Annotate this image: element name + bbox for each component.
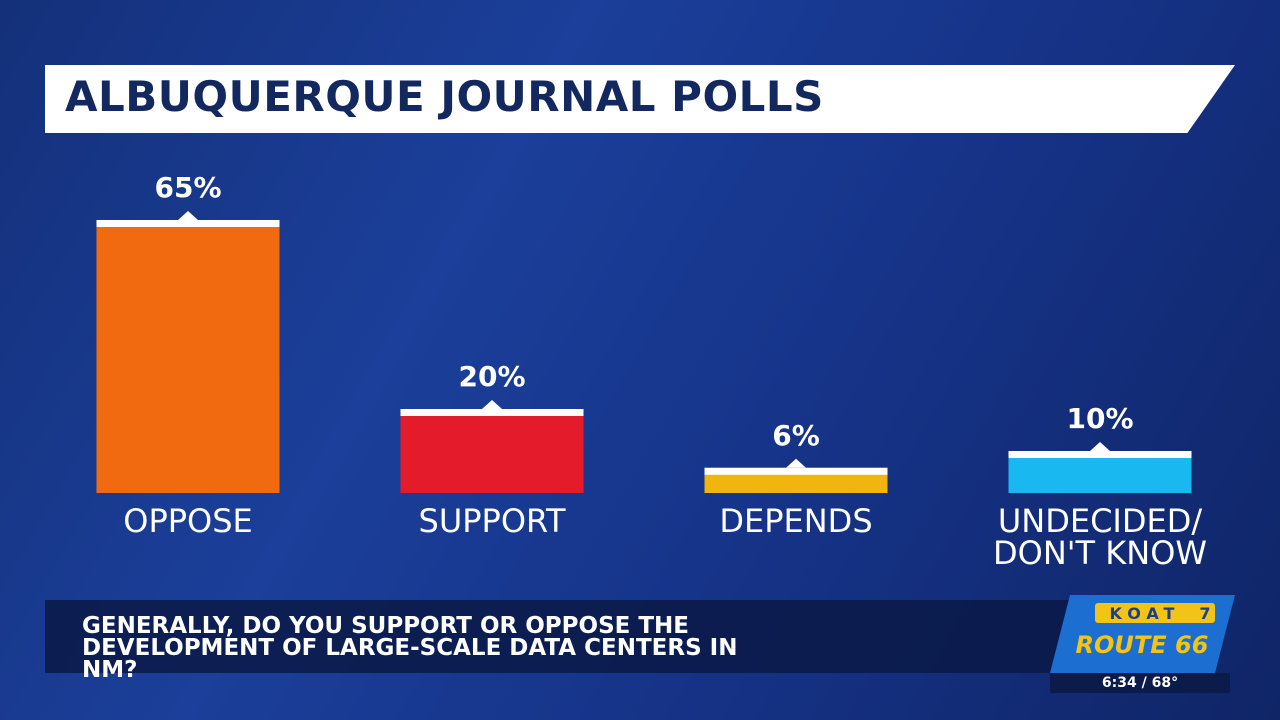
- logo-station: KOAT: [1110, 604, 1181, 623]
- title-band: [45, 65, 1235, 133]
- bar: [96, 220, 280, 493]
- ticker: 6:34 / 68°: [1050, 673, 1230, 693]
- category-label: DEPENDS: [719, 502, 873, 540]
- value-label: 20%: [458, 360, 526, 393]
- bar-cap: [400, 409, 584, 416]
- bar-pointer: [178, 211, 198, 220]
- caption-band: [45, 600, 1085, 673]
- bar-cap: [96, 220, 280, 227]
- category-label: SUPPORT: [418, 502, 566, 540]
- chart-title: ALBUQUERQUE JOURNAL POLLS: [65, 72, 824, 121]
- logo-brand: ROUTE 66: [1076, 631, 1209, 659]
- category-label: OPPOSE: [123, 502, 253, 540]
- bar-cap: [1008, 451, 1192, 458]
- value-label: 10%: [1066, 402, 1134, 435]
- value-label: 6%: [772, 418, 820, 452]
- bar: [400, 409, 584, 493]
- bar-pointer: [482, 400, 502, 409]
- category-label: UNDECIDED/ DON'T KNOW: [992, 502, 1208, 572]
- value-label: 65%: [154, 171, 222, 204]
- caption: GENERALLY, DO YOU SUPPORT OR OPPOSE THE …: [82, 613, 738, 683]
- bar-pointer: [1090, 442, 1110, 451]
- logo-strip: [1095, 603, 1215, 623]
- bar-pointer: [786, 458, 806, 468]
- bar-cap: [704, 467, 888, 475]
- logo-channel: 7: [1199, 604, 1210, 623]
- logo: KOAT 7 ROUTE 66: [1050, 595, 1235, 673]
